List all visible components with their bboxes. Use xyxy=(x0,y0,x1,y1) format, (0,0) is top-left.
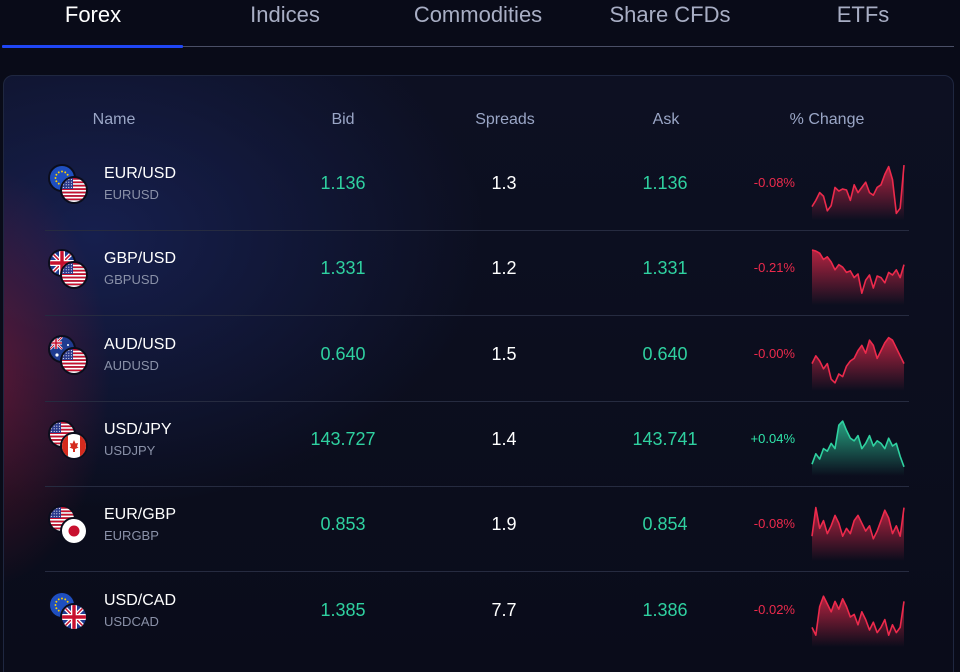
tab-etfs[interactable]: ETFs xyxy=(836,2,890,27)
sparkline-chart xyxy=(811,249,905,305)
table-row-usdjpy[interactable]: USD/JPY USDJPY 143.727 1.4 143.741 +0.04… xyxy=(45,402,909,487)
sparkline-line xyxy=(811,336,905,384)
bid-value: 1.331 xyxy=(320,258,366,278)
pair-flags xyxy=(48,164,92,206)
spread-value: 1.5 xyxy=(491,344,517,364)
pair-flags xyxy=(48,591,92,633)
tab-commodities[interactable]: Commodities xyxy=(413,2,543,27)
tabs-divider xyxy=(2,46,954,47)
pair-name: AUD/USD xyxy=(104,336,177,353)
ask-value: 0.640 xyxy=(642,344,688,364)
uk-flag-icon xyxy=(60,603,88,631)
table-row-audusd[interactable]: AUD/USD AUDUSD 0.640 1.5 0.640 -0.00% xyxy=(45,317,909,402)
ask-value: 1.331 xyxy=(642,258,688,278)
sparkline-chart xyxy=(811,420,905,476)
ask-value: 0.854 xyxy=(642,514,688,534)
pair-name: EUR/GBP xyxy=(104,506,177,523)
column-header-ask: Ask xyxy=(652,111,680,128)
pair-code: EURUSD xyxy=(104,187,159,202)
pair-flags xyxy=(48,420,92,462)
sparkline-area xyxy=(812,165,904,220)
sparkline-line xyxy=(811,420,905,468)
pair-name: USD/CAD xyxy=(104,592,177,609)
sparkline-line xyxy=(811,164,905,215)
spread-value: 7.7 xyxy=(491,600,517,620)
bid-value: 1.136 xyxy=(320,173,366,193)
market-tabs: Forex Indices Commodities Share CFDs ETF… xyxy=(0,0,960,48)
pair-code: AUDUSD xyxy=(104,358,159,373)
sparkline-line xyxy=(811,595,905,636)
sparkline-area xyxy=(812,337,904,391)
active-tab-indicator xyxy=(2,45,183,48)
change-value: -0.00% xyxy=(753,346,795,361)
pair-code: GBPUSD xyxy=(104,272,159,287)
pair-name: USD/JPY xyxy=(104,421,172,438)
spread-value: 1.2 xyxy=(491,258,517,278)
pair-code: EURGBP xyxy=(104,528,159,543)
sparkline-area xyxy=(812,421,904,476)
tab-forex[interactable]: Forex xyxy=(64,2,122,27)
change-value: +0.04% xyxy=(750,431,795,446)
change-value: -0.02% xyxy=(753,602,795,617)
spread-value: 1.4 xyxy=(491,429,517,449)
sparkline-chart xyxy=(811,595,905,647)
table-row-usdcad[interactable]: USD/CAD USDCAD 1.385 7.7 1.386 -0.02% xyxy=(45,573,909,658)
pair-code: USDJPY xyxy=(104,443,156,458)
column-header-bid: Bid xyxy=(331,111,355,128)
column-header-change: % Change xyxy=(789,111,865,128)
bid-value: 0.640 xyxy=(320,344,366,364)
bid-value: 143.727 xyxy=(310,429,376,449)
column-header-spreads: Spreads xyxy=(475,111,535,128)
sparkline-area xyxy=(812,596,904,647)
pair-flags xyxy=(48,335,92,377)
pair-flags xyxy=(48,505,92,547)
bid-value: 0.853 xyxy=(320,514,366,534)
pair-code: USDCAD xyxy=(104,614,159,629)
column-header-name: Name xyxy=(92,111,136,128)
quotes-panel xyxy=(3,75,954,672)
bid-value: 1.385 xyxy=(320,600,366,620)
change-value: -0.08% xyxy=(753,516,795,531)
pair-flags xyxy=(48,249,92,291)
ask-value: 143.741 xyxy=(632,429,698,449)
ask-value: 1.136 xyxy=(642,173,688,193)
pair-name: EUR/USD xyxy=(104,165,177,182)
pair-name: GBP/USD xyxy=(104,250,177,267)
us-flag-icon xyxy=(60,176,88,204)
table-row-eurusd[interactable]: EUR/USD EURUSD 1.136 1.3 1.136 -0.08% xyxy=(45,146,909,231)
sparkline-chart xyxy=(811,506,905,561)
tab-indices[interactable]: Indices xyxy=(250,2,320,27)
tab-share-cfds[interactable]: Share CFDs xyxy=(609,2,731,27)
spread-value: 1.3 xyxy=(491,173,517,193)
table-row-gbpusd[interactable]: GBP/USD GBPUSD 1.331 1.2 1.331 -0.21% xyxy=(45,231,909,316)
sparkline-line xyxy=(811,249,905,294)
change-value: -0.21% xyxy=(753,260,795,275)
spread-value: 1.9 xyxy=(491,514,517,534)
jp-flag-icon xyxy=(60,517,88,545)
sparkline-chart xyxy=(811,164,905,220)
us-flag-icon xyxy=(60,347,88,375)
ask-value: 1.386 xyxy=(642,600,688,620)
table-row-eurgbp[interactable]: EUR/GBP EURGBP 0.853 1.9 0.854 -0.08% xyxy=(45,487,909,572)
ca-flag-icon xyxy=(60,432,88,460)
sparkline-chart xyxy=(811,336,905,391)
sparkline-line xyxy=(811,506,905,540)
us-flag-icon xyxy=(60,261,88,289)
change-value: -0.08% xyxy=(753,175,795,190)
